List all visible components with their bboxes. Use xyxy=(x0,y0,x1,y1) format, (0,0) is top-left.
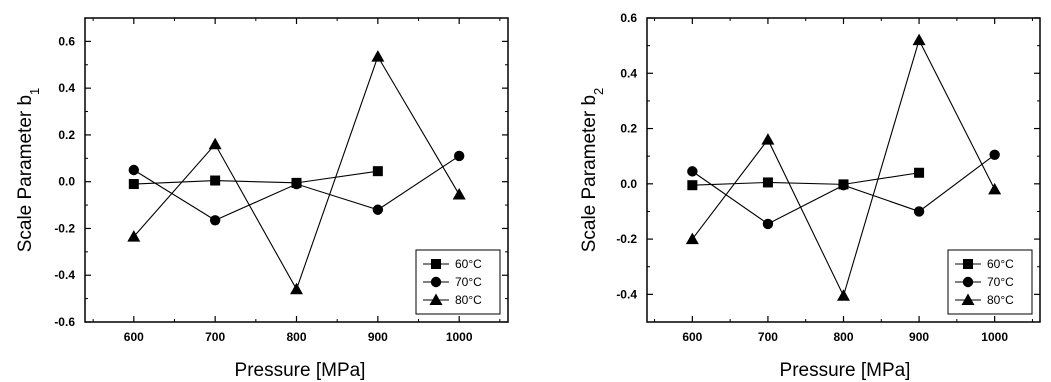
legend-marker-triangle xyxy=(429,293,443,305)
data-point-square xyxy=(687,180,698,191)
data-point-circle xyxy=(372,204,384,215)
y-tick-label: -0.6 xyxy=(54,315,75,329)
legend-label: 60°C xyxy=(455,257,482,271)
x-axis-title: Pressure [MPa] xyxy=(780,360,911,381)
legend-label: 60°C xyxy=(987,257,1014,271)
data-point-square xyxy=(372,166,383,177)
data-point-circle xyxy=(687,166,698,177)
legend-marker-square xyxy=(431,259,441,269)
y-tick-label: -0.4 xyxy=(54,268,75,282)
data-point-circle xyxy=(838,180,849,191)
y-tick-label: 0.0 xyxy=(58,175,75,189)
data-point-square xyxy=(762,177,773,188)
data-point-triangle xyxy=(912,33,926,46)
data-point-triangle xyxy=(290,282,303,295)
y-tick-label: 0.4 xyxy=(58,81,75,95)
data-point-square xyxy=(128,179,139,190)
x-tick-label: 700 xyxy=(758,330,778,344)
y-tick-label: 0.2 xyxy=(620,122,637,136)
data-point-triangle xyxy=(127,230,141,242)
legend-label: 80°C xyxy=(987,293,1014,307)
data-point-circle xyxy=(989,149,1000,160)
legend-marker-triangle xyxy=(961,293,975,305)
legend-marker-square xyxy=(963,259,973,269)
data-point-triangle xyxy=(761,133,775,145)
series-line-square xyxy=(692,172,920,186)
data-point-circle xyxy=(128,164,140,176)
x-axis-title: Pressure [MPa] xyxy=(235,360,366,381)
x-tick-label: 900 xyxy=(368,330,388,344)
data-point-triangle xyxy=(988,182,1002,195)
x-tick-label: 600 xyxy=(124,330,144,344)
x-tick-label: 600 xyxy=(682,330,702,344)
y-axis-title-subscript: 2 xyxy=(591,88,606,95)
y-axis-title: Scale Parameter b1 xyxy=(15,88,42,253)
legend-label: 70°C xyxy=(455,275,482,289)
series-line-square xyxy=(133,170,378,185)
data-point-circle xyxy=(762,218,774,230)
legend-label: 70°C xyxy=(987,275,1014,289)
y-tick-label: 0.6 xyxy=(58,34,75,48)
data-point-square xyxy=(210,175,221,186)
y-tick-label: -0.4 xyxy=(616,287,637,301)
x-tick-label: 1000 xyxy=(981,330,1008,344)
chart-scale-parameter-b1: 600 700 800 900 1000 -0.6 -0.4 -0.2 0.0 0.2 0.4 0.6… xyxy=(15,17,509,381)
data-point-circle xyxy=(913,206,925,217)
y-axis-title-subscript: 1 xyxy=(27,88,42,95)
y-axis-title: Scale Parameter b2 xyxy=(579,88,606,253)
x-tick-label: 900 xyxy=(909,330,929,344)
y-tick-label: 0.0 xyxy=(620,177,637,191)
data-point-square xyxy=(914,167,925,178)
y-axis-title-text: Scale Parameter b xyxy=(579,95,600,252)
x-tick-label: 700 xyxy=(205,330,225,344)
legend-marker-circle xyxy=(962,276,974,288)
y-tick-label: -0.2 xyxy=(54,221,75,235)
chart-scale-parameter-b2: 600 700 800 900 1000 -0.4 -0.2 0.0 0.2 0.4 0.6 Pres… xyxy=(579,11,1041,381)
legend-label: 80°C xyxy=(455,293,482,307)
data-point-triangle xyxy=(452,188,466,200)
data-point-triangle xyxy=(208,137,222,150)
y-tick-label: 0.2 xyxy=(58,128,75,142)
y-tick-label: -0.2 xyxy=(616,232,637,246)
y-tick-label: 0.6 xyxy=(620,11,637,25)
x-tick-label: 800 xyxy=(833,330,853,344)
legend-marker-circle xyxy=(430,276,442,288)
data-point-triangle xyxy=(685,232,699,245)
x-tick-label: 800 xyxy=(286,330,306,344)
data-point-circle xyxy=(453,150,465,162)
x-tick-label: 1000 xyxy=(446,330,473,344)
y-axis-title-text: Scale Parameter b xyxy=(15,95,36,252)
series-line-triangle xyxy=(133,55,460,291)
data-point-circle xyxy=(291,178,302,190)
data-point-triangle xyxy=(371,50,385,62)
y-tick-label: 0.4 xyxy=(620,66,637,80)
data-point-circle xyxy=(209,215,221,226)
data-point-triangle xyxy=(837,289,850,301)
